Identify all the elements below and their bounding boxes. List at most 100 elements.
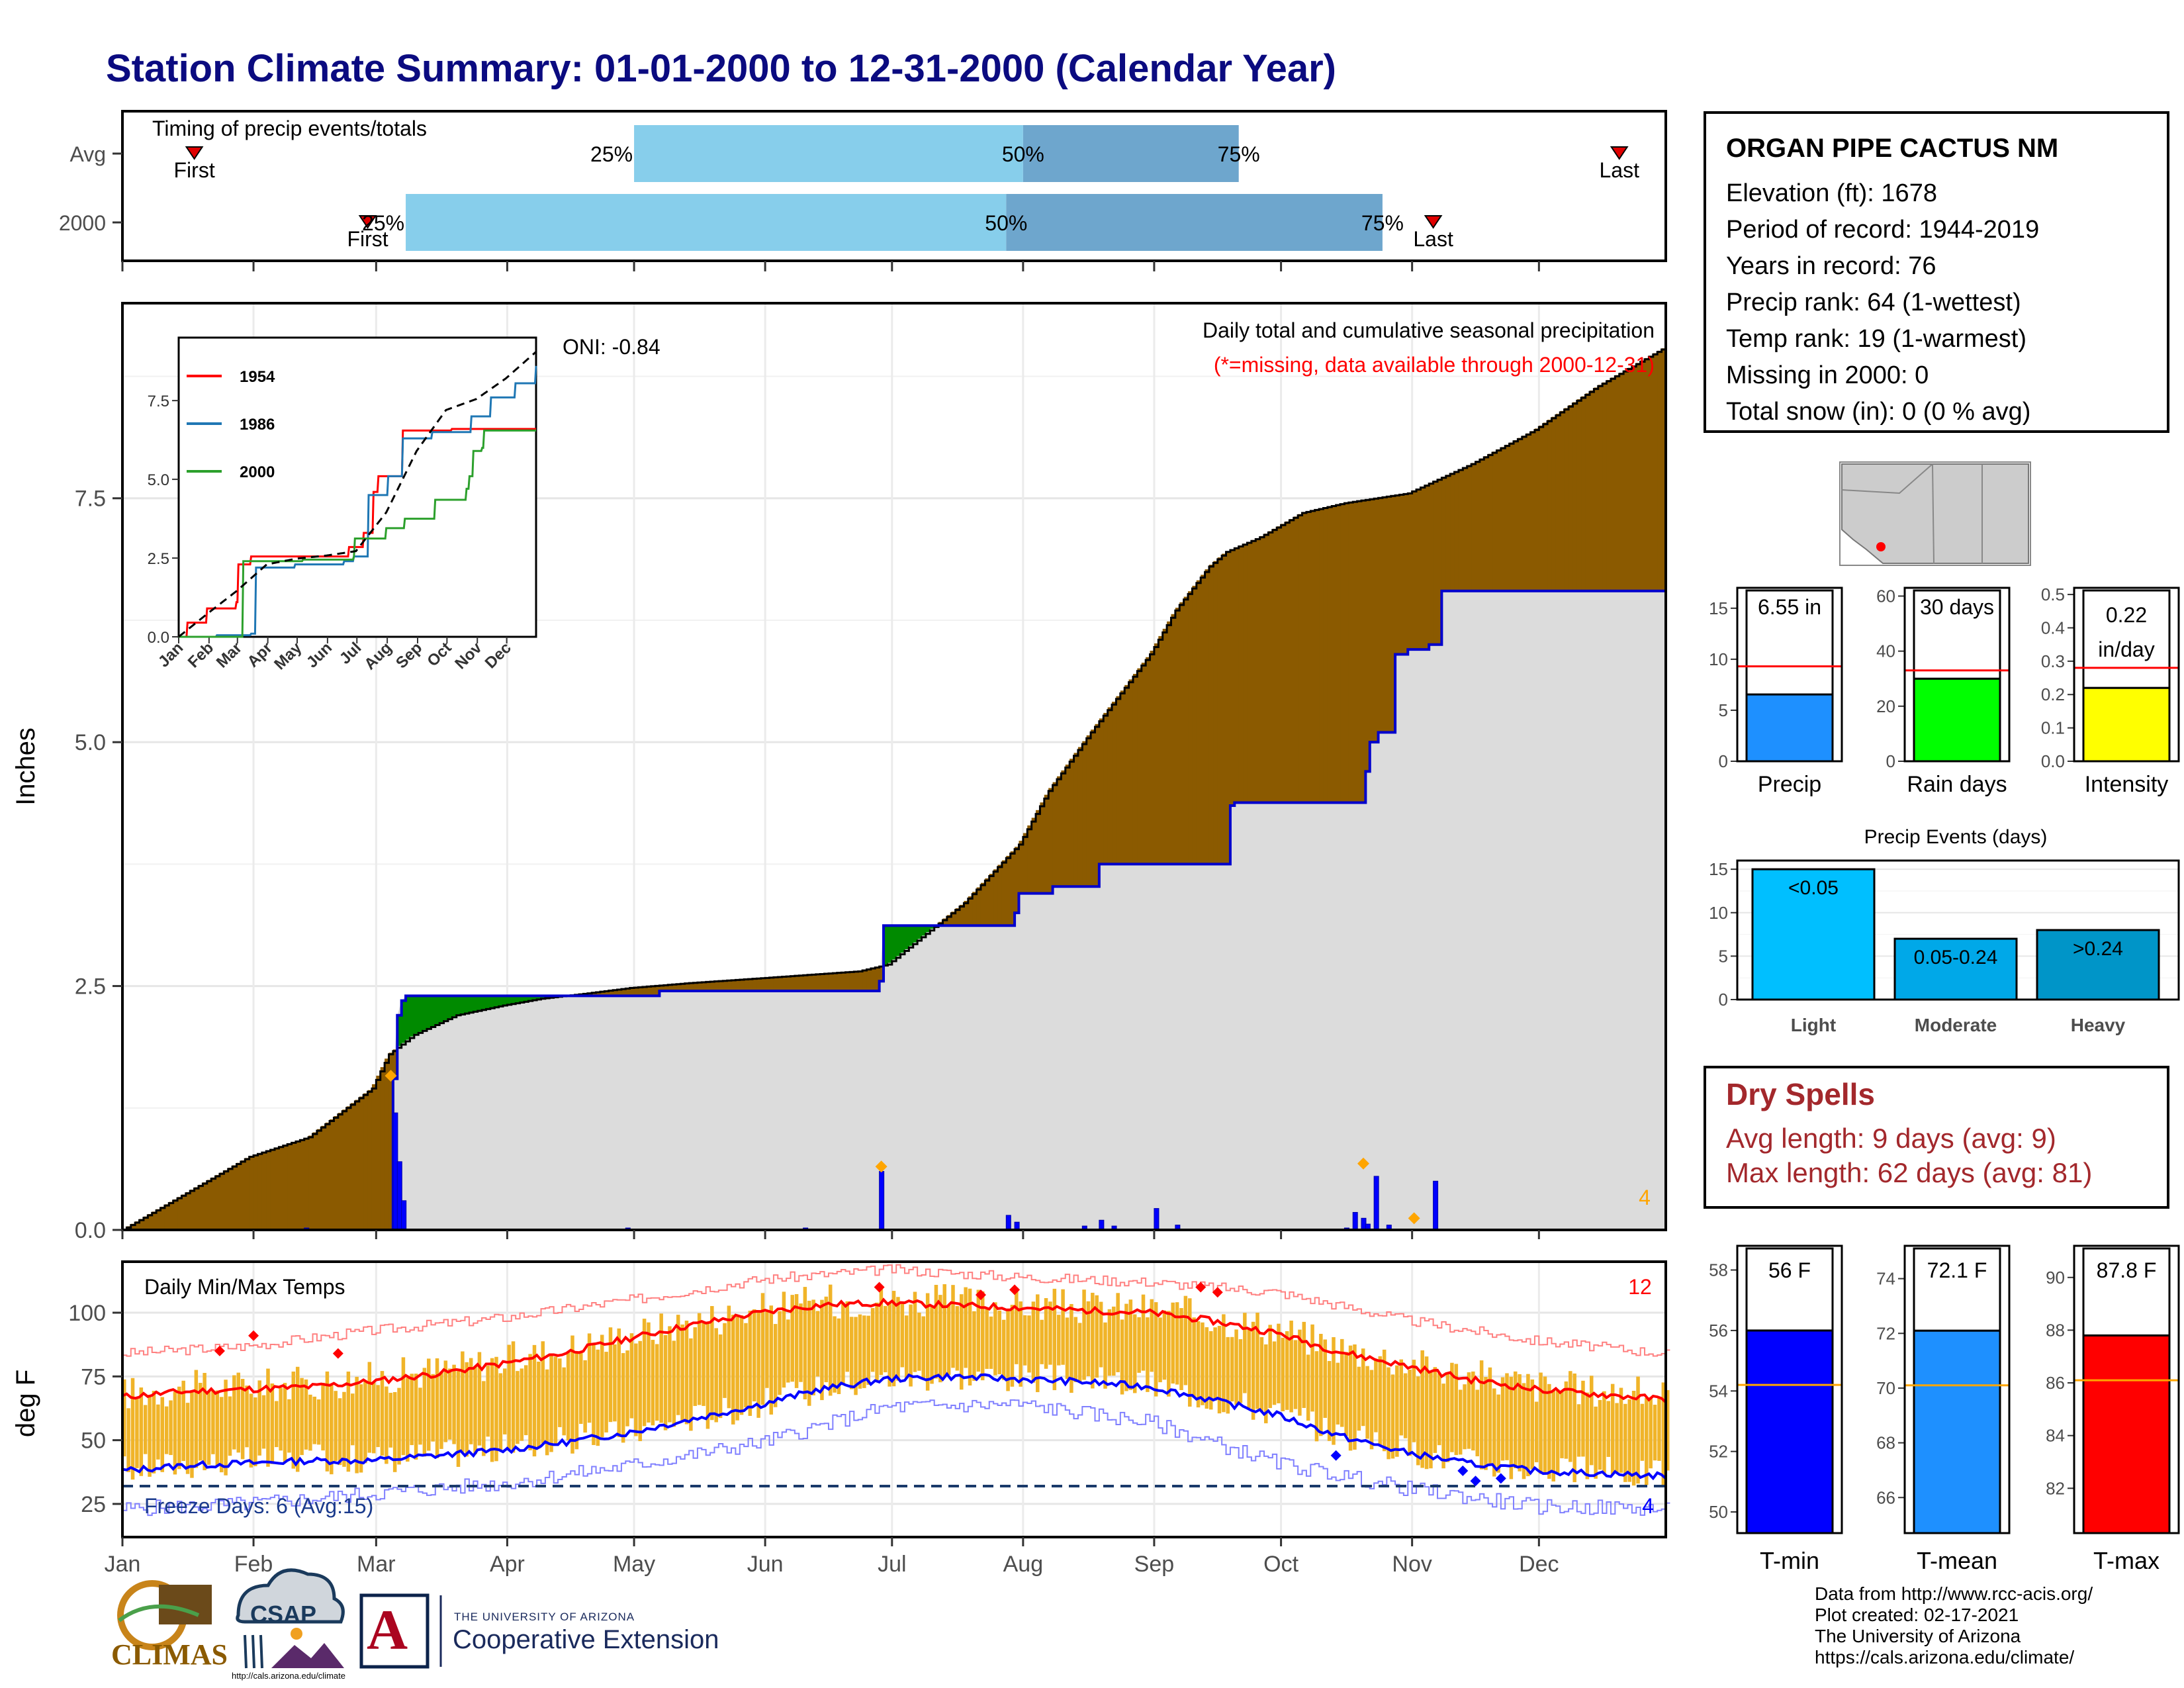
daily-temp-bar <box>1378 1356 1383 1446</box>
precip-deficit-slice <box>1509 442 1514 591</box>
daily-temp-bar <box>190 1391 194 1478</box>
daily-temp-bar <box>748 1310 752 1416</box>
daily-temp-bar <box>355 1376 359 1474</box>
precip-deficit-slice <box>1056 776 1062 887</box>
daily-temp-bar <box>494 1356 498 1462</box>
daily-temp-bar <box>985 1309 989 1369</box>
precip-deficit-slice <box>1606 380 1612 591</box>
daily-temp-bar <box>891 1291 896 1387</box>
daily-temp-bar <box>1424 1356 1429 1470</box>
precip-deficit-slice <box>955 908 960 926</box>
page-title: Station Climate Summary: 01-01-2000 to 1… <box>106 47 1336 90</box>
precip-frame <box>121 302 1667 1231</box>
daily-temp-bar <box>955 1306 960 1371</box>
month-label: Dec <box>1519 1552 1559 1577</box>
daily-temp-bar <box>714 1328 718 1423</box>
precip-deficit-slice <box>980 882 985 926</box>
events-ytick-label: 15 <box>1709 859 1728 879</box>
precip-deficit-slice <box>1048 788 1054 894</box>
daily-temp-bar <box>1645 1398 1649 1485</box>
precip-deficit-slice <box>1344 502 1349 803</box>
event-range-label: >0.24 <box>2073 938 2123 960</box>
mini-label-box <box>1913 589 2001 680</box>
daily-temp-bar <box>1247 1329 1251 1408</box>
precip-deficit-slice <box>858 970 863 991</box>
precip-deficit-slice <box>1627 367 1633 591</box>
daily-temp-bar <box>968 1288 972 1386</box>
precip-deficit-slice <box>1112 702 1117 865</box>
precip-deficit-slice <box>1201 575 1206 865</box>
precip-deficit-slice <box>634 987 639 996</box>
daily-temp-bar <box>1302 1321 1306 1408</box>
daily-precip-bar <box>1352 1211 1358 1231</box>
precip-deficit-slice <box>617 989 622 996</box>
daily-temp-bar <box>401 1357 406 1456</box>
daily-temp-bar <box>1479 1360 1484 1470</box>
daily-temp-bar <box>1382 1349 1387 1452</box>
daily-temp-bar <box>1437 1373 1441 1446</box>
daily-temp-bar <box>604 1352 608 1432</box>
credit-line: Data from http://www.rcc-acis.org/ <box>1815 1583 2093 1604</box>
daily-temp-bar <box>380 1371 385 1456</box>
precip-surplus-slice <box>532 996 537 1000</box>
daily-temp-bar <box>866 1315 870 1385</box>
daily-temp-bar <box>473 1366 477 1454</box>
precip-chart-subtitle: (*=missing, data available through 2000-… <box>1214 353 1655 377</box>
daily-temp-bar <box>1467 1372 1471 1449</box>
precip-deficit-slice <box>330 1119 335 1230</box>
daily-temp-bar <box>385 1386 388 1464</box>
daily-temp-bar <box>629 1333 634 1419</box>
daily-temp-bar <box>1234 1329 1238 1405</box>
daily-temp-bar <box>1006 1309 1010 1391</box>
daily-temp-bar <box>1171 1302 1175 1384</box>
daily-temp-bar <box>608 1327 613 1423</box>
daily-temp-bar <box>541 1341 545 1444</box>
precip-deficit-slice <box>1192 585 1197 865</box>
daily-temp-bar <box>1073 1317 1078 1382</box>
precip-deficit-slice <box>1433 481 1438 645</box>
daily-temp-bar <box>1015 1288 1019 1364</box>
daily-temp-bar <box>1395 1365 1399 1457</box>
timing-panel: Timing of precip events/totals Avg First La… <box>59 110 1667 271</box>
mini-ytick-label: 0.5 <box>2041 585 2065 604</box>
precip-deficit-slice <box>1412 490 1417 650</box>
daily-temp-bar <box>1323 1339 1327 1418</box>
daily-temp-bar <box>1056 1315 1061 1366</box>
precip-surplus-slice <box>490 996 495 1008</box>
precip-deficit-slice <box>1332 505 1337 803</box>
dry-spells-box: Dry Spells Avg length: 9 days (avg: 9) M… <box>1704 1066 2169 1209</box>
precip-deficit-slice <box>1576 399 1582 591</box>
event-range-label: 0.05-0.24 <box>1914 947 1998 968</box>
precip-surplus-slice <box>473 996 478 1011</box>
precip-deficit-slice <box>1065 765 1070 887</box>
precip-deficit-slice <box>1547 420 1553 591</box>
precip-deficit-slice <box>1424 485 1430 650</box>
precip-deficit-slice <box>718 980 723 991</box>
precip-deficit-slice <box>359 1096 364 1230</box>
precip-deficit-slice <box>1555 414 1561 591</box>
precip-deficit-slice <box>651 986 656 996</box>
daily-temp-bar <box>1158 1317 1162 1383</box>
daily-temp-bar <box>875 1302 879 1381</box>
daily-temp-bar <box>1192 1317 1196 1398</box>
daily-temp-bar <box>300 1378 304 1456</box>
month-label: May <box>613 1552 655 1577</box>
event-category-label: Heavy <box>2071 1015 2126 1035</box>
daily-temp-bar <box>997 1310 1002 1375</box>
precip-deficit-slice <box>1395 494 1400 655</box>
daily-temp-bar <box>397 1387 401 1465</box>
daily-temp-bar <box>1289 1321 1293 1413</box>
daily-temp-bar <box>942 1284 946 1377</box>
month-label: Nov <box>1392 1552 1432 1577</box>
precip-deficit-slice <box>946 915 952 926</box>
precip-deficit-slice <box>228 1168 233 1230</box>
daily-temp-bar <box>1344 1352 1348 1436</box>
daily-temp-bar <box>1116 1293 1120 1372</box>
precip-deficit-slice <box>837 972 842 991</box>
precip-deficit-slice <box>152 1211 157 1230</box>
daily-temp-bar <box>342 1391 346 1467</box>
daily-temp-bar <box>1420 1350 1424 1468</box>
daily-temp-bar <box>1509 1376 1514 1479</box>
daily-temp-bar <box>824 1296 829 1383</box>
daily-temp-bar <box>773 1324 778 1407</box>
